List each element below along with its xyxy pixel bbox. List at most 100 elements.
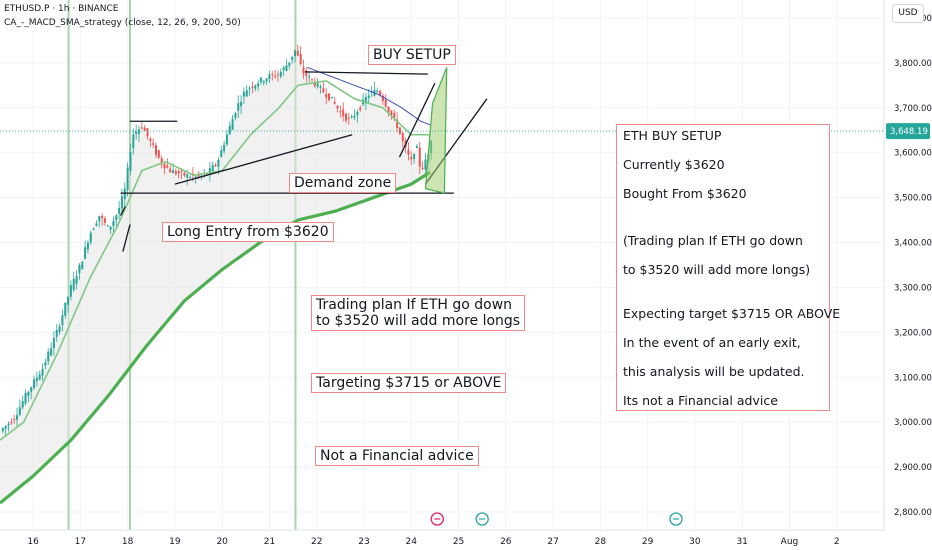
candle-body: [228, 125, 231, 135]
not-advice-label: Not a Financial advice: [315, 446, 479, 467]
candle-body: [234, 113, 237, 118]
candle-body: [7, 423, 10, 426]
candle-body: [333, 101, 336, 104]
candle-body: [101, 215, 104, 219]
candle-body: [24, 393, 27, 404]
candle-body: [95, 223, 98, 226]
long-entry-label: Long Entry from $3620: [162, 222, 334, 243]
candle-body: [322, 88, 325, 93]
candle-body: [135, 131, 138, 134]
candle-body: [50, 348, 53, 356]
candle-body: [359, 107, 362, 110]
time-tick-label: Aug: [781, 537, 799, 547]
panel-exit-1: In the event of an early exit,: [623, 335, 801, 350]
buy-setup-rectangle: [424, 67, 448, 194]
indicator-header[interactable]: CA_-_MACD_SMA_strategy (close, 12, 26, 9…: [4, 18, 241, 28]
candle-body: [47, 351, 50, 362]
candle-body: [123, 188, 126, 200]
time-tick-label: 23: [358, 537, 369, 547]
currency-button[interactable]: USD: [892, 4, 924, 23]
candle-body: [350, 116, 353, 118]
candle-body: [81, 261, 84, 270]
time-tick-label: 25: [453, 537, 464, 547]
candle-body: [44, 362, 47, 366]
time-tick-label: 16: [27, 537, 39, 547]
trendlines: [119, 71, 488, 252]
price-tick-label: 3,500.00: [894, 194, 932, 204]
candle-body: [271, 73, 274, 75]
panel-expect: Expecting target $3715 OR ABOVE: [623, 306, 841, 321]
candle-body: [1, 428, 4, 432]
candle-body: [75, 276, 78, 284]
candle-body: [345, 113, 348, 121]
candle-body: [413, 154, 416, 159]
candle-body: [353, 115, 356, 118]
price-tick-label: 3,100.00: [894, 373, 932, 383]
candle-body: [288, 62, 291, 66]
candle-body: [328, 93, 331, 101]
candle-body: [279, 71, 282, 77]
ema-line: [307, 66, 431, 126]
candle-body: [231, 118, 234, 130]
candle-body: [211, 165, 214, 171]
candle-body: [120, 196, 123, 209]
candle-body: [152, 143, 155, 145]
candle-body: [384, 99, 387, 107]
candle-body: [186, 174, 189, 178]
panel-plan-2: to $3520 will add more longs): [623, 262, 811, 277]
time-tick-label: 30: [689, 537, 701, 547]
candle-body: [282, 67, 285, 71]
trading-plan-line-2: to $3520 will add more longs: [316, 313, 521, 330]
candle-body: [27, 391, 30, 396]
candle-body: [89, 232, 92, 243]
price-axis: 2,800.00 2,900.00 3,000.00 3,100.00 3,200.00…: [0, 0, 932, 530]
candle-body: [379, 91, 382, 95]
candle-body: [10, 422, 13, 424]
candle-body: [64, 302, 67, 316]
trendline: [398, 82, 436, 158]
candle-body: [245, 90, 248, 97]
candle-body: [262, 81, 265, 84]
candle-body: [21, 401, 24, 408]
candle-body: [251, 86, 254, 88]
candle-body: [180, 170, 183, 172]
price-tick-label: 2,900.00: [894, 463, 932, 473]
price-tick-label: 3,200.00: [894, 328, 932, 338]
candle-body: [126, 167, 129, 190]
candle-body: [396, 119, 399, 128]
candle-body: [376, 90, 379, 92]
candle-body: [189, 176, 192, 178]
panel-title: ETH BUY SETUP: [623, 128, 722, 143]
time-tick-label: 28: [595, 537, 607, 547]
candle-body: [381, 95, 384, 101]
time-tick-label: 27: [547, 537, 558, 547]
trendline: [122, 224, 131, 252]
candle-body: [174, 171, 177, 174]
price-tick-label: 3,400.00: [894, 239, 932, 249]
price-tick-label: 3,700.00: [894, 104, 932, 114]
candle-body: [336, 105, 339, 109]
candle-body: [296, 50, 299, 56]
candle-body: [257, 83, 260, 87]
candle-body: [316, 83, 319, 87]
candle-body: [424, 159, 427, 170]
symbol-header[interactable]: ETHUSD.P · 1h · BINANCE: [4, 4, 119, 14]
ma-fill: [0, 50, 432, 504]
candle-body: [103, 218, 106, 223]
candle-body: [223, 144, 226, 152]
candle-body: [347, 117, 350, 119]
candle-body: [58, 326, 61, 333]
candle-body: [299, 53, 302, 64]
event-markers: [430, 512, 683, 526]
candle-body: [146, 128, 149, 137]
candle-body: [38, 374, 41, 380]
candle-body: [163, 163, 166, 169]
candle-body: [311, 79, 313, 81]
buy-setup-label: BUY SETUP: [368, 45, 456, 66]
time-tick-label: 26: [500, 537, 512, 547]
candle-body: [35, 377, 38, 382]
candle-body: [41, 368, 44, 376]
panel-advice: Its not a Financial advice: [623, 393, 778, 408]
candle-body: [140, 127, 143, 129]
